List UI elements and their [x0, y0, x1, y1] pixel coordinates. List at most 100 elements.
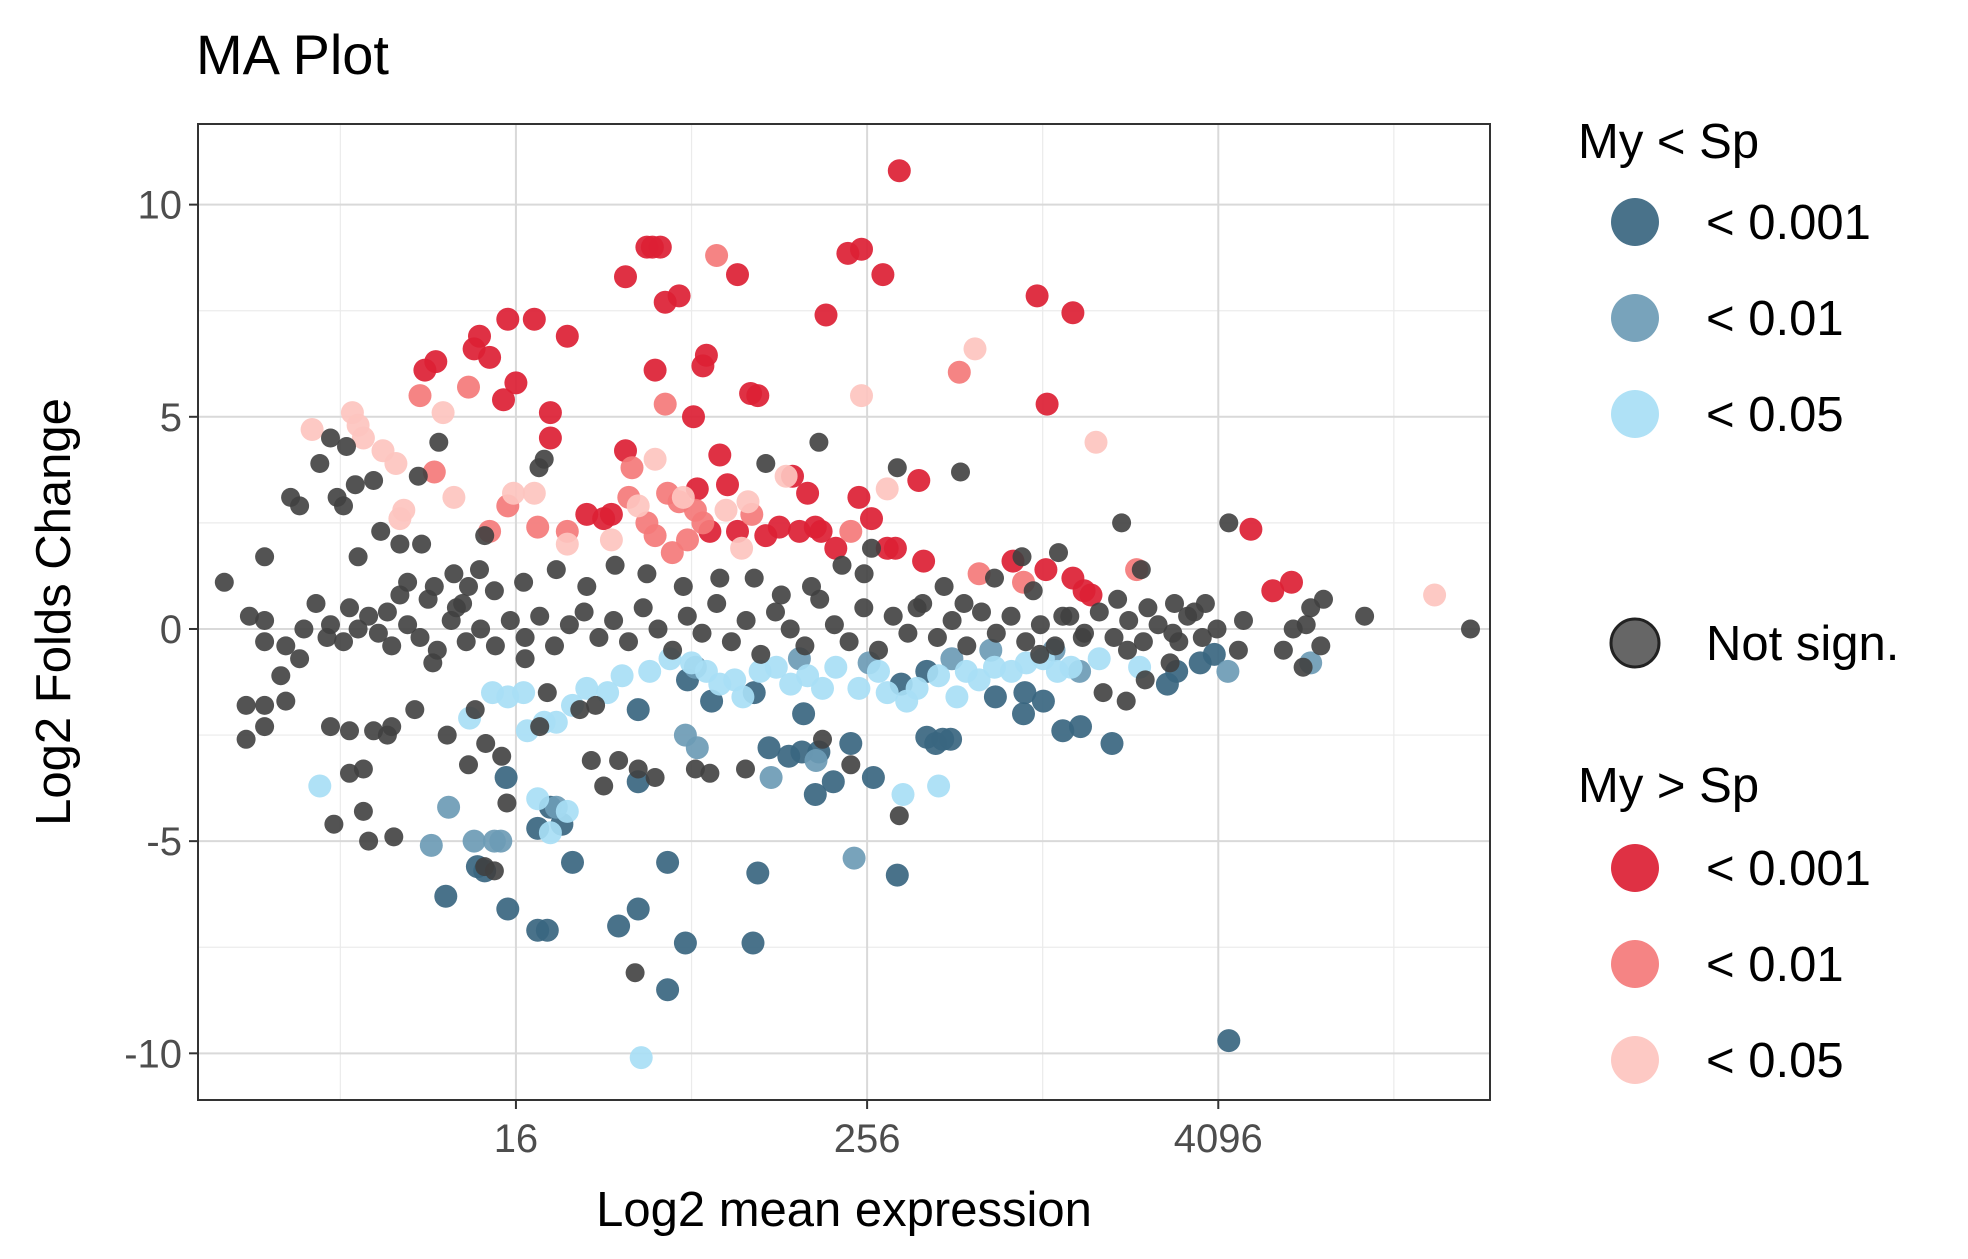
point: [492, 388, 515, 412]
point: [544, 710, 568, 734]
point: [340, 721, 359, 741]
point: [1075, 623, 1094, 643]
point: [359, 606, 379, 626]
point: [751, 644, 771, 664]
point: [484, 581, 504, 601]
point: [471, 619, 491, 639]
point: [334, 632, 353, 652]
point: [413, 358, 437, 382]
point: [384, 827, 404, 847]
point: [537, 683, 557, 703]
point: [371, 521, 391, 541]
point: [1061, 301, 1085, 325]
point: [951, 462, 970, 482]
point: [457, 375, 480, 399]
legend-label: < 0.05: [1706, 388, 1844, 442]
point: [317, 628, 337, 647]
legend-group: My > Sp < 0.001 < 0.01 < 0.05: [1578, 759, 1871, 1088]
point: [1023, 581, 1043, 601]
point: [1461, 619, 1480, 639]
point: [1087, 647, 1111, 671]
point: [599, 502, 623, 526]
point: [465, 700, 485, 720]
point: [368, 623, 388, 643]
y-tick-label: -5: [146, 820, 182, 864]
point: [889, 806, 909, 826]
point: [459, 577, 478, 596]
point: [736, 490, 760, 514]
point: [398, 615, 418, 635]
point: [324, 814, 344, 834]
point: [927, 664, 951, 688]
point: [628, 759, 648, 779]
point: [496, 307, 520, 331]
point: [1049, 543, 1068, 563]
point: [610, 664, 634, 688]
y-tick-label: 10: [138, 184, 183, 228]
point: [746, 384, 770, 408]
point: [707, 594, 727, 613]
point: [972, 602, 991, 622]
point: [586, 695, 606, 715]
point: [983, 685, 1007, 709]
point: [255, 632, 275, 652]
point: [803, 783, 827, 806]
point: [824, 655, 848, 679]
point: [429, 432, 449, 452]
legend-key: [1611, 940, 1659, 988]
point: [1100, 732, 1124, 755]
point: [867, 659, 890, 683]
legend-title: My > Sp: [1578, 759, 1759, 813]
point: [811, 676, 834, 700]
point: [534, 449, 554, 469]
point: [700, 763, 720, 783]
point: [1216, 659, 1240, 683]
point: [340, 598, 359, 618]
point: [538, 426, 562, 450]
point: [359, 831, 379, 851]
point: [1112, 513, 1132, 533]
point: [427, 640, 447, 660]
point: [1079, 583, 1103, 607]
point: [236, 695, 256, 715]
point: [489, 829, 513, 853]
point: [691, 354, 715, 378]
point: [321, 428, 340, 448]
point: [671, 485, 695, 509]
point: [605, 555, 625, 575]
point: [1228, 640, 1248, 660]
point: [522, 307, 546, 331]
point: [1163, 623, 1183, 643]
point: [1013, 681, 1037, 705]
point: [821, 770, 845, 794]
point: [629, 1046, 653, 1070]
point: [883, 536, 907, 560]
point: [731, 685, 755, 709]
point: [515, 649, 535, 669]
point: [780, 619, 800, 639]
point: [1280, 570, 1303, 594]
point: [861, 766, 885, 789]
point: [1069, 715, 1092, 739]
x-tick-label: 256: [834, 1117, 901, 1161]
legend-label: < 0.05: [1706, 1034, 1844, 1088]
point: [1104, 628, 1124, 647]
point: [492, 746, 512, 766]
legend-label: < 0.001: [1706, 842, 1871, 896]
point: [214, 572, 234, 592]
point: [1089, 602, 1109, 622]
legend-label: < 0.01: [1706, 938, 1844, 992]
point: [530, 717, 550, 737]
y-axis: 10 5 0 -5 -10: [124, 184, 198, 1076]
point: [1025, 284, 1049, 308]
point: [726, 263, 749, 287]
point: [431, 401, 455, 425]
point: [271, 666, 291, 686]
point: [276, 691, 296, 711]
point: [862, 538, 881, 558]
point: [418, 589, 438, 609]
legend-label: < 0.001: [1706, 196, 1871, 250]
point: [860, 507, 883, 531]
point: [382, 717, 402, 737]
point: [1207, 619, 1227, 639]
